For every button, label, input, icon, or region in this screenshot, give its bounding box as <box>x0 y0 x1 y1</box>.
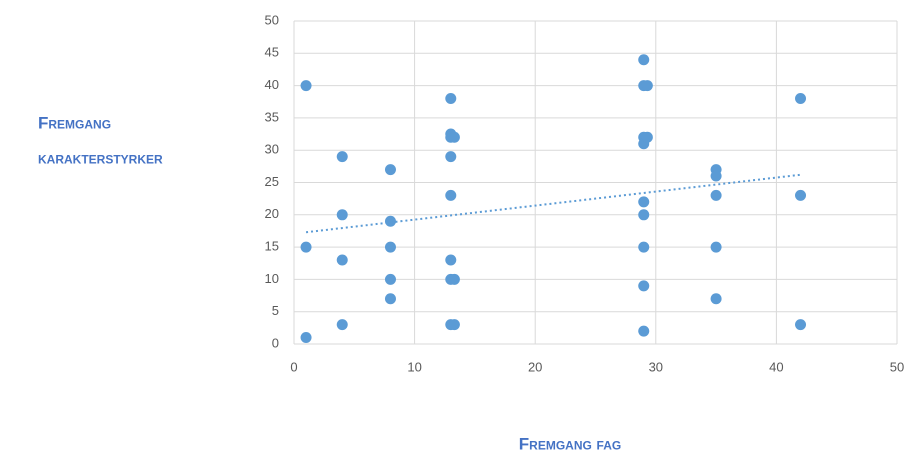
point <box>641 80 653 92</box>
point <box>795 319 807 331</box>
point <box>445 93 457 105</box>
y-tick-label: 0 <box>272 335 279 350</box>
point <box>384 273 396 285</box>
x-tick-label: 50 <box>890 359 904 374</box>
y-tick-label: 40 <box>265 77 279 92</box>
y-tick-label: 20 <box>265 206 279 221</box>
point <box>384 293 396 305</box>
x-tick-label: 20 <box>528 359 542 374</box>
point <box>638 54 650 66</box>
point <box>710 170 722 182</box>
point <box>300 332 312 344</box>
trendline <box>305 173 801 234</box>
x-tick-label: 30 <box>649 359 663 374</box>
point <box>710 241 722 253</box>
x-tick-label: 40 <box>769 359 783 374</box>
point <box>336 209 348 221</box>
point <box>638 241 650 253</box>
point <box>641 131 653 143</box>
point <box>638 280 650 292</box>
y-axis-title: karakterstyrker <box>38 148 163 167</box>
x-axis-title: Fremgang fag <box>519 434 621 452</box>
y-axis-title: Fremgang <box>38 113 111 132</box>
point <box>300 241 312 253</box>
point <box>795 93 807 105</box>
point <box>448 273 460 285</box>
point <box>445 254 457 266</box>
point <box>336 151 348 163</box>
x-tick-label: 0 <box>290 359 297 374</box>
point <box>710 189 722 201</box>
y-tick-label: 50 <box>265 12 279 27</box>
point <box>384 164 396 176</box>
point <box>448 131 460 143</box>
y-tick-label: 10 <box>265 271 279 286</box>
point <box>445 151 457 163</box>
point <box>336 319 348 331</box>
y-tick-label: 35 <box>265 109 279 124</box>
point <box>710 293 722 305</box>
y-tick-label: 15 <box>265 239 279 254</box>
point <box>384 241 396 253</box>
y-tick-label: 45 <box>265 45 279 60</box>
point <box>384 215 396 227</box>
point <box>638 325 650 337</box>
y-tick-label: 5 <box>272 303 279 318</box>
point <box>445 189 457 201</box>
point <box>448 319 460 331</box>
point <box>336 254 348 266</box>
y-tick-label: 25 <box>265 174 279 189</box>
x-tick-label: 10 <box>407 359 421 374</box>
y-tick-label: 30 <box>265 142 279 157</box>
point <box>795 189 807 201</box>
point <box>300 80 312 92</box>
point <box>638 196 650 208</box>
point <box>638 209 650 221</box>
